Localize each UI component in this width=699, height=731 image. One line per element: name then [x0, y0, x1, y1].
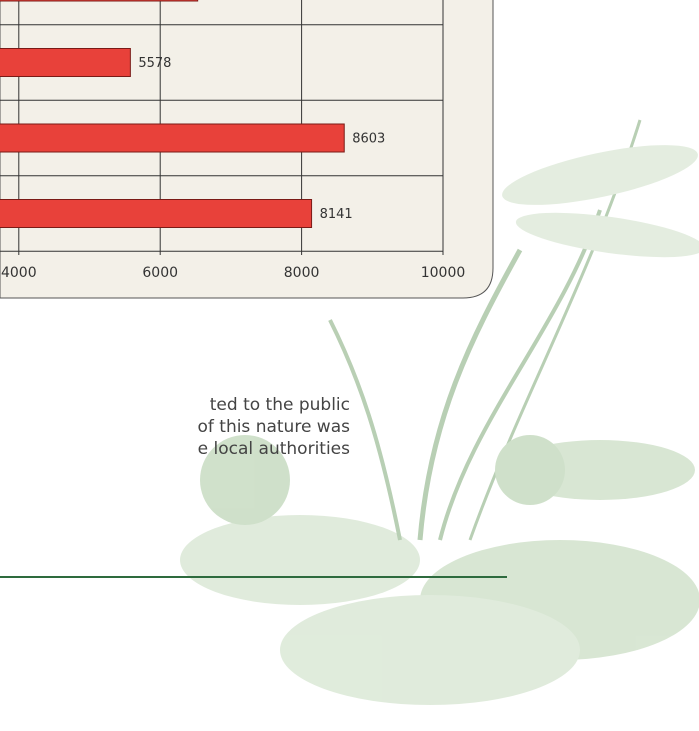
x-tick-label: 4000: [1, 265, 37, 281]
bar: [0, 0, 199, 2]
bar: [0, 123, 345, 153]
value-label: 8603: [352, 132, 385, 147]
bar: [0, 199, 313, 228]
plant-illustration: [180, 119, 699, 705]
paragraph-line: of this nature was: [197, 417, 350, 437]
value-label: 8141: [320, 207, 353, 222]
paragraph-line: ted to the public: [210, 395, 350, 415]
x-tick-label: 6000: [142, 265, 178, 281]
paragraph-line: e local authorities: [198, 439, 350, 459]
x-tick-label: 8000: [284, 265, 320, 281]
bar: [0, 48, 131, 77]
value-label: 5578: [138, 56, 171, 71]
x-tick-label: 10000: [421, 265, 466, 281]
